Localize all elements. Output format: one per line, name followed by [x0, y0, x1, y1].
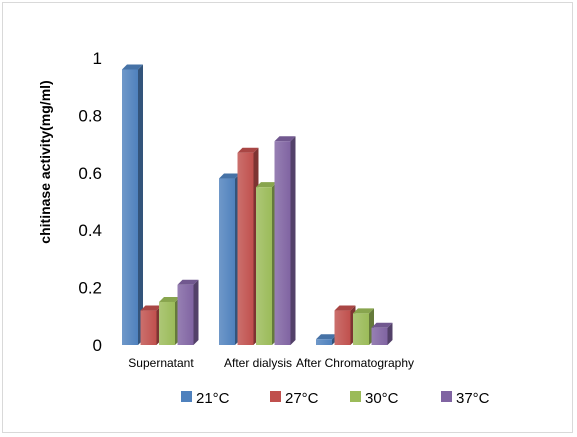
legend-swatch-1 [270, 391, 281, 402]
y-tick-label-0: 0 [93, 336, 102, 355]
legend-swatch-3 [441, 391, 452, 402]
bar-1-1 [237, 147, 259, 345]
bar-1-0 [219, 173, 240, 345]
legend-label-2: 30°C [365, 390, 399, 407]
legend-item-3: 37°C [441, 390, 490, 407]
legend-label-0: 21°C [196, 390, 230, 407]
bar-1-2 [256, 182, 277, 345]
bar-1-3 [274, 136, 296, 345]
bar-0-1 [140, 305, 162, 345]
bar-0-0 [122, 64, 143, 345]
y-tick-label-4: 0.8 [78, 106, 102, 125]
bar-0-3 [177, 279, 199, 345]
legend-label-1: 27°C [285, 390, 319, 407]
bar-2-3 [371, 322, 393, 345]
x-category-label-2: After Chromatography [296, 356, 414, 370]
legend-item-1: 27°C [270, 390, 319, 407]
bar-0-2 [159, 296, 180, 345]
legend-label-3: 37°C [456, 390, 490, 407]
bar-2-2 [353, 308, 374, 345]
legend-item-0: 21°C [181, 390, 230, 407]
y-axis-label: chitinase activity(mg/ml) [37, 80, 53, 243]
y-tick-label-5: 1 [93, 49, 102, 68]
y-tick-label-3: 0.6 [78, 164, 102, 183]
x-category-label-1: After dialysis [224, 356, 292, 370]
y-tick-label-2: 0.4 [78, 221, 102, 240]
bar-2-1 [334, 305, 356, 345]
legend-swatch-0 [181, 391, 192, 402]
legend-item-2: 30°C [350, 390, 399, 407]
x-category-label-0: Supernatant [128, 356, 194, 370]
legend-swatch-2 [350, 391, 361, 402]
bar-2-0 [316, 334, 337, 345]
y-tick-label-1: 0.2 [78, 279, 102, 298]
